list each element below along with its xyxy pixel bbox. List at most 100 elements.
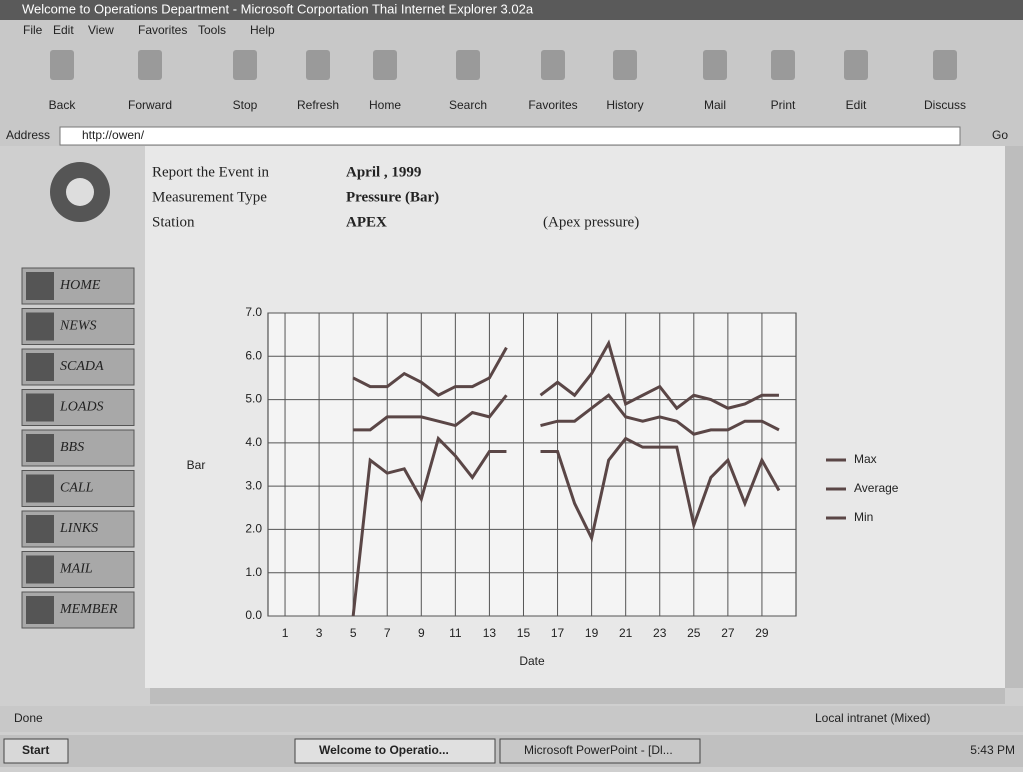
- report-label: Station: [152, 214, 195, 230]
- x-tick-label: 5: [350, 626, 357, 640]
- nav-icon[interactable]: [26, 515, 54, 543]
- x-tick-label: 3: [316, 626, 323, 640]
- toolbar-label[interactable]: Favorites: [528, 98, 577, 112]
- x-axis-label: Date: [519, 654, 545, 668]
- y-tick-label: 4.0: [245, 435, 262, 449]
- toolbar-label[interactable]: History: [606, 98, 643, 112]
- logo-inner: [66, 178, 94, 206]
- menu-item[interactable]: View: [88, 23, 114, 37]
- toolbar-label[interactable]: Forward: [128, 98, 172, 112]
- nav-label[interactable]: MAIL: [59, 562, 93, 577]
- toolbar-label[interactable]: Refresh: [297, 98, 339, 112]
- toolbar-label[interactable]: Print: [771, 98, 796, 112]
- h-scrollbar[interactable]: [150, 688, 1005, 704]
- nav-icon[interactable]: [26, 596, 54, 624]
- x-tick-label: 19: [585, 626, 599, 640]
- nav-icon[interactable]: [26, 313, 54, 341]
- menu-item[interactable]: File: [23, 23, 43, 37]
- go-button[interactable]: Go: [992, 128, 1008, 142]
- legend-label: Average: [854, 481, 899, 495]
- x-tick-label: 9: [418, 626, 425, 640]
- report-value: April , 1999: [346, 164, 421, 180]
- nav-icon[interactable]: [26, 475, 54, 503]
- toolbar-icon[interactable]: [233, 50, 257, 80]
- plot-area: [268, 313, 796, 616]
- nav-icon[interactable]: [26, 556, 54, 584]
- x-tick-label: 27: [721, 626, 735, 640]
- nav-icon[interactable]: [26, 434, 54, 462]
- x-tick-label: 15: [517, 626, 531, 640]
- clock: 5:43 PM: [970, 743, 1015, 757]
- nav-icon[interactable]: [26, 353, 54, 381]
- page: Welcome to Operations Department - Micro…: [0, 0, 1023, 767]
- v-scrollbar[interactable]: [1005, 146, 1023, 688]
- legend-label: Min: [854, 510, 873, 524]
- toolbar-icon[interactable]: [456, 50, 480, 80]
- menu-item[interactable]: Help: [250, 23, 275, 37]
- y-axis-label: Bar: [187, 458, 206, 472]
- nav-label[interactable]: LINKS: [59, 521, 98, 536]
- nav-label[interactable]: HOME: [59, 278, 101, 293]
- menu-item[interactable]: Edit: [53, 23, 74, 37]
- toolbar-label[interactable]: Home: [369, 98, 401, 112]
- address-field[interactable]: [60, 127, 960, 145]
- menu-item[interactable]: Favorites: [138, 23, 187, 37]
- toolbar-icon[interactable]: [306, 50, 330, 80]
- task-label[interactable]: Microsoft PowerPoint - [Dl...: [524, 743, 673, 757]
- status-zone: Local intranet (Mixed): [815, 711, 930, 725]
- report-label: Report the Event in: [152, 164, 270, 180]
- nav-icon[interactable]: [26, 394, 54, 422]
- window-title: Welcome to Operations Department - Micro…: [22, 1, 534, 16]
- nav-label[interactable]: SCADA: [60, 359, 104, 374]
- address-url[interactable]: http://owen/: [82, 128, 145, 142]
- y-tick-label: 7.0: [245, 305, 262, 319]
- x-tick-label: 1: [282, 626, 289, 640]
- x-tick-label: 25: [687, 626, 701, 640]
- x-tick-label: 23: [653, 626, 667, 640]
- toolbar-icon[interactable]: [50, 50, 74, 80]
- toolbar-icon[interactable]: [541, 50, 565, 80]
- x-tick-label: 13: [483, 626, 497, 640]
- nav-label[interactable]: MEMBER: [59, 602, 118, 617]
- toolbar-label[interactable]: Discuss: [924, 98, 966, 112]
- screen: Welcome to Operations Department - Micro…: [0, 0, 1023, 767]
- y-tick-label: 5.0: [245, 392, 262, 406]
- address-label: Address: [6, 128, 50, 142]
- x-tick-label: 11: [449, 626, 462, 640]
- report-label: Measurement Type: [152, 189, 267, 205]
- y-tick-label: 2.0: [245, 522, 262, 536]
- toolbar-label[interactable]: Edit: [846, 98, 867, 112]
- x-tick-label: 29: [755, 626, 769, 640]
- toolbar-label[interactable]: Search: [449, 98, 487, 112]
- toolbar-icon[interactable]: [933, 50, 957, 80]
- task-label[interactable]: Welcome to Operatio...: [319, 743, 449, 757]
- y-tick-label: 3.0: [245, 478, 262, 492]
- status-text: Done: [14, 711, 43, 725]
- start-label[interactable]: Start: [22, 743, 49, 757]
- legend-label: Max: [854, 452, 877, 466]
- y-tick-label: 1.0: [245, 565, 262, 579]
- y-tick-label: 6.0: [245, 348, 262, 362]
- station-note: (Apex pressure): [543, 214, 639, 230]
- nav-label[interactable]: NEWS: [59, 319, 97, 334]
- toolbar-icon[interactable]: [373, 50, 397, 80]
- toolbar-label[interactable]: Mail: [704, 98, 726, 112]
- nav-label[interactable]: LOADS: [59, 400, 104, 415]
- y-tick-label: 0.0: [245, 608, 262, 622]
- toolbar-icon[interactable]: [613, 50, 637, 80]
- x-tick-label: 17: [551, 626, 565, 640]
- menu-item[interactable]: Tools: [198, 23, 226, 37]
- x-tick-label: 21: [619, 626, 633, 640]
- toolbar-icon[interactable]: [844, 50, 868, 80]
- toolbar-icon[interactable]: [771, 50, 795, 80]
- report-value: Pressure (Bar): [346, 189, 439, 205]
- report-value: APEX: [346, 214, 387, 230]
- nav-icon[interactable]: [26, 272, 54, 300]
- toolbar-icon[interactable]: [703, 50, 727, 80]
- x-tick-label: 7: [384, 626, 391, 640]
- nav-label[interactable]: BBS: [60, 440, 84, 455]
- toolbar-icon[interactable]: [138, 50, 162, 80]
- toolbar-label[interactable]: Back: [49, 98, 77, 112]
- toolbar-label[interactable]: Stop: [233, 98, 258, 112]
- nav-label[interactable]: CALL: [60, 481, 94, 496]
